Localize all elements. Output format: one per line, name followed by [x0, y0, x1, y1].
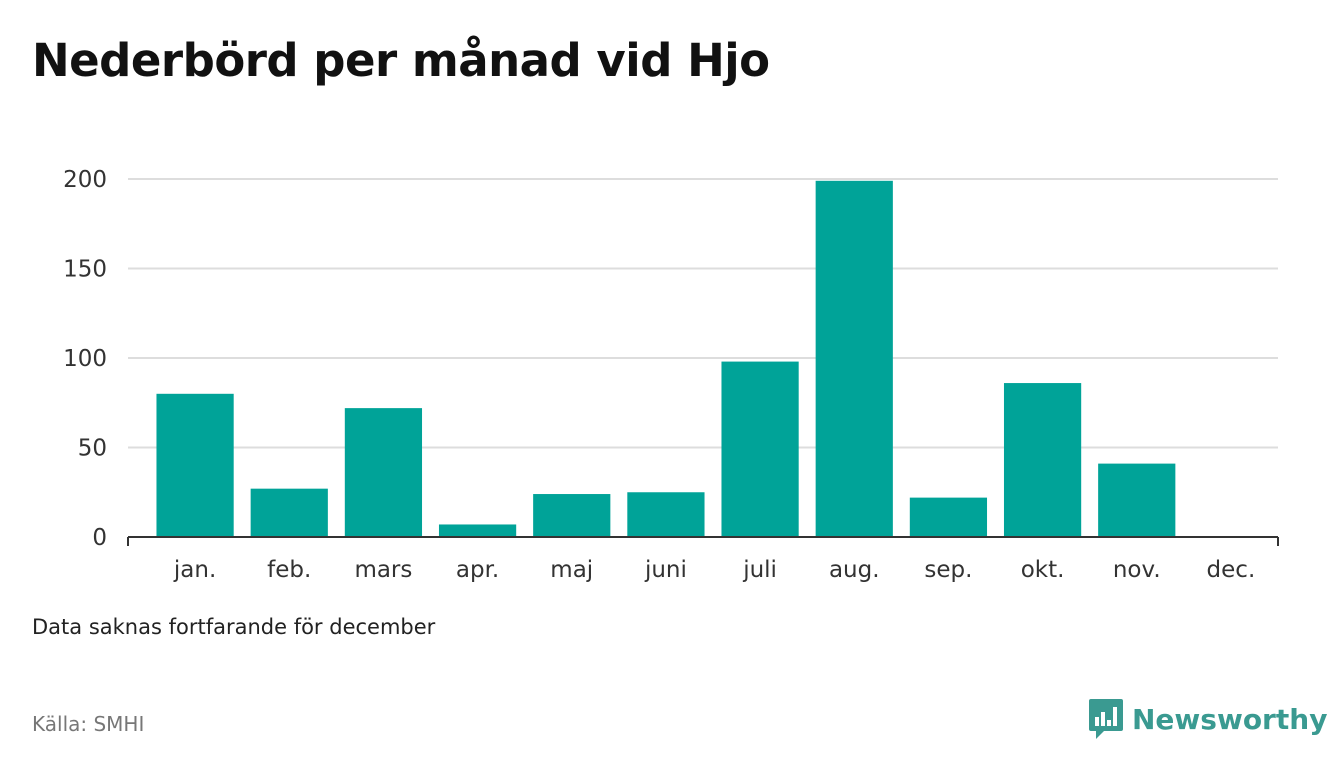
x-tick-label: aug.	[829, 557, 880, 583]
bar	[250, 488, 328, 537]
x-tick-label: dec.	[1207, 557, 1256, 583]
source-label: Källa: SMHI	[32, 712, 145, 736]
bar	[533, 494, 611, 537]
y-tick-label: 50	[78, 436, 107, 462]
bar	[815, 180, 893, 538]
x-tick-label: juli	[742, 557, 777, 583]
y-tick-label: 100	[63, 346, 107, 372]
bar	[627, 492, 705, 537]
x-tick-label: maj	[550, 557, 593, 583]
grid-lines	[128, 178, 1278, 449]
bar	[438, 524, 517, 537]
x-axis	[127, 536, 1279, 546]
y-tick-label: 200	[63, 167, 107, 193]
brand-name: Newsworthy	[1132, 702, 1328, 736]
bar	[909, 497, 988, 537]
x-tick-label: sep.	[924, 557, 972, 583]
bar	[1003, 383, 1082, 537]
newsworthy-logo[interactable]: Newsworthy	[1088, 698, 1327, 740]
bar	[721, 361, 799, 537]
x-tick-label: apr.	[456, 557, 499, 583]
bar	[344, 408, 423, 537]
x-tick-label: jan.	[173, 557, 216, 583]
bar-chart-speech-bubble-icon	[1089, 699, 1123, 739]
x-axis-tick-labels: jan. feb. mars apr. maj juni juli aug. sep. okt. n…	[173, 557, 1255, 583]
bars	[156, 180, 1176, 538]
y-tick-label: 150	[63, 257, 107, 283]
x-tick-label: mars	[354, 557, 412, 583]
footnote: Data saknas fortfarande för december	[32, 615, 436, 639]
precipitation-bar-chart: 0 50 100 150 200 jan. feb. mars apr. maj juni juli…	[63, 167, 1279, 583]
x-tick-label: nov.	[1113, 557, 1161, 583]
y-axis-tick-labels: 0 50 100 150 200	[63, 167, 107, 551]
y-tick-label: 0	[92, 525, 107, 551]
bar	[1098, 463, 1176, 537]
x-tick-label: feb.	[267, 557, 311, 583]
x-tick-label: juni	[644, 557, 687, 583]
bar	[156, 393, 234, 537]
x-tick-label: okt.	[1021, 557, 1065, 583]
chart-title: Nederbörd per månad vid Hjo	[32, 34, 770, 87]
